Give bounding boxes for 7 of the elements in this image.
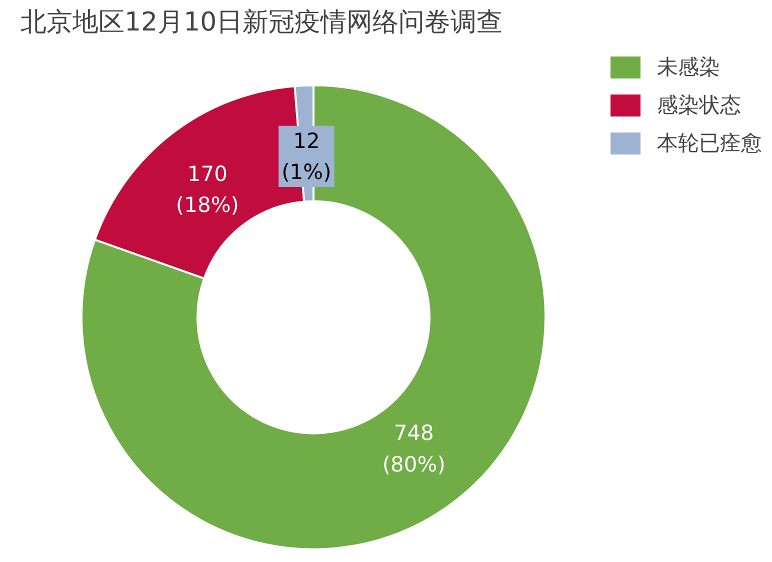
legend-label: 本轮已痊愈 bbox=[657, 130, 762, 157]
chart-title: 北京地区12月10日新冠疫情网络问卷调查 bbox=[20, 8, 503, 38]
data-label: 748 (80%) bbox=[382, 421, 446, 476]
data-label: 12 (1%) bbox=[282, 128, 332, 184]
legend-label: 未感染 bbox=[657, 54, 720, 81]
data-label: 170 (18%) bbox=[176, 162, 239, 218]
legend-label: 感染状态 bbox=[657, 92, 741, 119]
